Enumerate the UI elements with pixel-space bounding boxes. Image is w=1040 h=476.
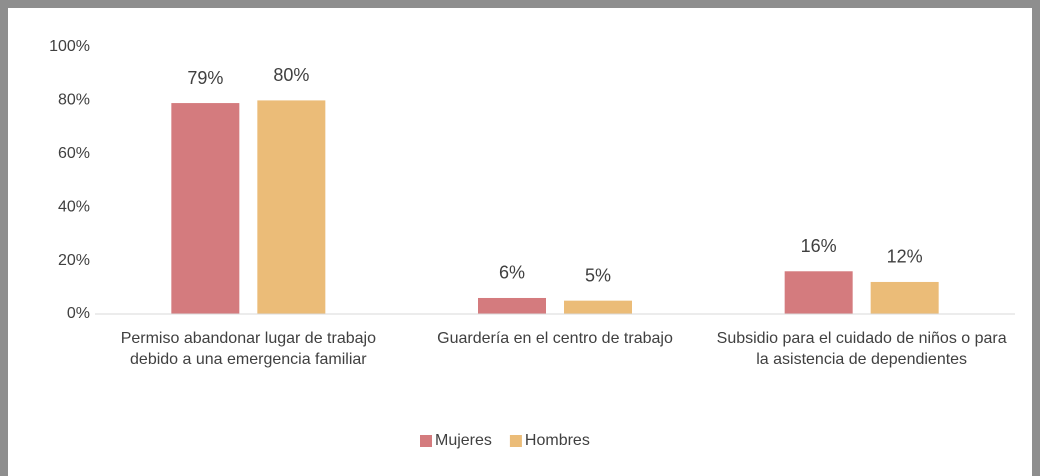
y-tick-label: 20% bbox=[58, 252, 90, 269]
y-tick-label: 40% bbox=[58, 198, 90, 215]
y-tick-label: 100% bbox=[49, 38, 90, 55]
x-tick-label: Permiso abandonar lugar de trabajo debid… bbox=[120, 330, 376, 368]
bar bbox=[257, 100, 326, 315]
y-tick-label: 0% bbox=[67, 305, 90, 322]
bar bbox=[478, 297, 546, 314]
value-label: 79% bbox=[187, 68, 223, 88]
bar bbox=[870, 281, 939, 314]
legend-label: Hombres bbox=[525, 432, 590, 449]
bar bbox=[784, 271, 853, 314]
chart: 0% 20% 40% 60% 80% 100% 79% 80% 6% 5% 16% 12% Mujere… bbox=[49, 38, 1015, 449]
value-label: 12% bbox=[887, 247, 923, 267]
y-tick-label: 60% bbox=[58, 145, 90, 162]
x-tick-label: Guardería en el centro de trabajo bbox=[437, 330, 673, 347]
legend-swatch bbox=[420, 435, 432, 447]
bar bbox=[564, 300, 632, 314]
value-label: 5% bbox=[585, 265, 611, 285]
bar bbox=[171, 103, 240, 314]
x-tick-label: Subsidio para el cuidado de niños o para… bbox=[716, 330, 1007, 368]
y-tick-label: 80% bbox=[58, 92, 90, 109]
value-label: 6% bbox=[499, 263, 525, 283]
legend-label: Mujeres bbox=[435, 432, 492, 449]
value-label: 80% bbox=[273, 65, 309, 85]
value-label: 16% bbox=[801, 236, 837, 256]
legend-swatch bbox=[509, 435, 522, 447]
